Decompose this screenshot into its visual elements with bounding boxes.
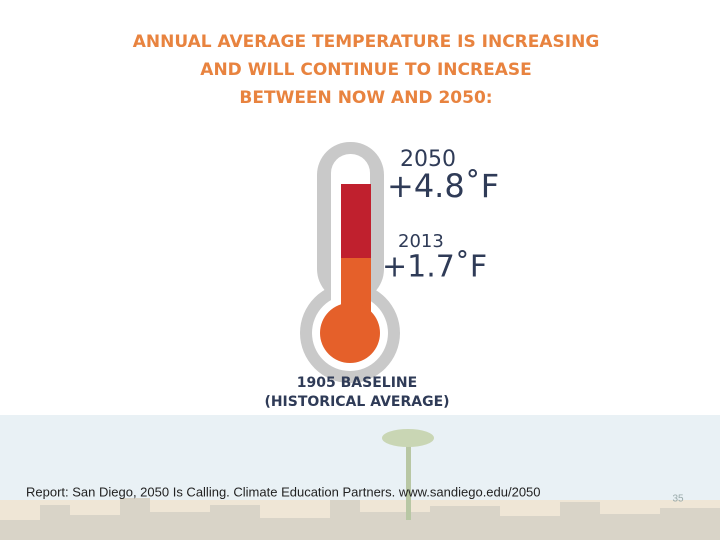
year-label: 2050 [400, 147, 456, 172]
palm-leaves [382, 429, 434, 447]
title-line: BETWEEN NOW AND 2050: [239, 88, 492, 108]
footer-banner [0, 415, 720, 540]
bulb-fill [320, 303, 380, 363]
baseline-note: (HISTORICAL AVERAGE) [264, 394, 449, 410]
change-label: +1.7˚F [382, 250, 487, 285]
thermometer [300, 142, 400, 383]
page-number: 35 [672, 494, 684, 505]
skyline [0, 498, 720, 540]
baseline-label: 1905 BASELINE [297, 375, 417, 391]
palm-trunk [406, 440, 411, 520]
change-label: +4.8˚F [387, 167, 499, 205]
title-line: AND WILL CONTINUE TO INCREASE [200, 60, 531, 80]
fill-2050 [341, 184, 371, 260]
title-line: ANNUAL AVERAGE TEMPERATURE IS INCREASING [133, 32, 600, 52]
year-label: 2013 [398, 231, 444, 252]
source-text: Report: San Diego, 2050 Is Calling. Clim… [26, 484, 541, 499]
